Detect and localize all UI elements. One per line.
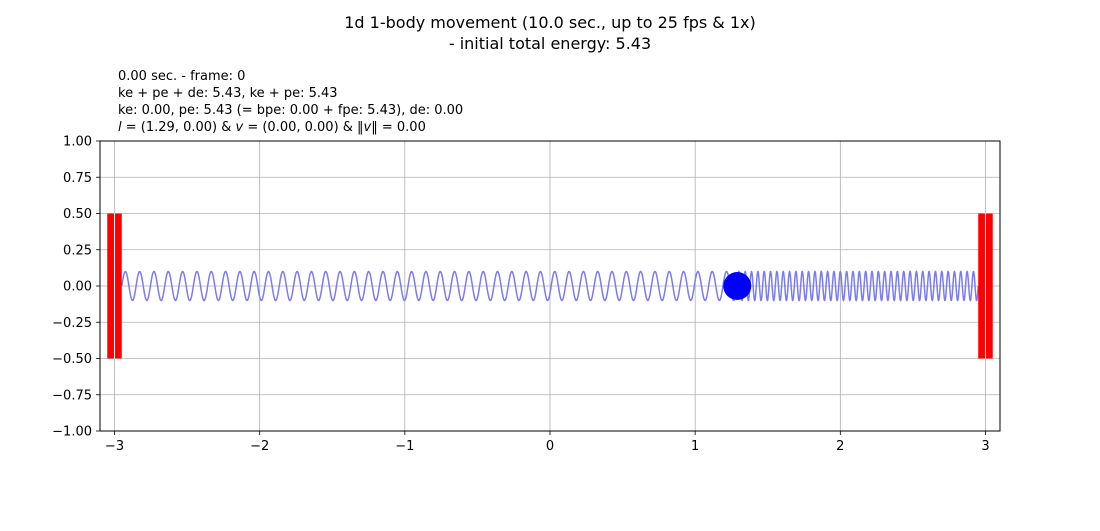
info-time-frame: 0.00 sec. - frame: 0 <box>118 69 246 84</box>
springs <box>121 270 979 302</box>
y-tick-label: 0.75 <box>63 171 92 186</box>
y-tick-label: 1.00 <box>63 135 92 150</box>
chart-title: 1d 1-body movement (10.0 sec., up to 25 … <box>344 13 756 32</box>
x-tick-label: 3 <box>981 439 989 454</box>
spring-line <box>736 270 979 302</box>
y-tick-label: 0.25 <box>63 243 92 258</box>
body-marker <box>723 272 752 300</box>
norm-v-symbol: v <box>363 120 372 135</box>
x-tick-label: −2 <box>250 439 269 454</box>
info-total-energy: ke + pe + de: 5.43, ke + pe: 5.43 <box>118 86 338 101</box>
chart-subtitle: - initial total energy: 5.43 <box>448 34 652 53</box>
info-position-velocity: l = (1.29, 0.00) & v = (0.00, 0.00) & ‖v… <box>118 120 426 136</box>
v-symbol: v <box>235 120 244 135</box>
l-symbol: l <box>118 120 122 135</box>
norm-v-value: ‖ = 0.00 <box>371 120 426 135</box>
x-tick-label: −1 <box>395 439 414 454</box>
info-energy-breakdown: ke: 0.00, pe: 5.43 (= bpe: 0.00 + fpe: 5… <box>118 103 464 118</box>
v-value: = (0.00, 0.00) & ‖ <box>243 120 364 135</box>
y-tick-label: 0.00 <box>63 280 92 295</box>
x-tick-label: 1 <box>691 439 699 454</box>
x-tick-label: 0 <box>546 439 554 454</box>
y-tick-label: −0.75 <box>52 388 92 403</box>
spring-line <box>121 270 739 302</box>
y-tick-label: −0.50 <box>52 352 92 367</box>
y-tick-label: 0.50 <box>63 207 92 222</box>
x-tick-label: −3 <box>105 439 124 454</box>
walls <box>107 213 993 359</box>
grid <box>100 140 1000 432</box>
y-tick-label: −0.25 <box>52 316 92 331</box>
y-tick-label: −1.00 <box>52 425 92 440</box>
x-tick-label: 2 <box>836 439 844 454</box>
ticks: −3 −2 −1 0 1 2 3 1.00 0.75 0.50 0.25 0.00 −0.25 −0.50… <box>52 135 989 455</box>
body <box>723 272 752 300</box>
l-value: = (1.29, 0.00) & <box>121 120 236 135</box>
